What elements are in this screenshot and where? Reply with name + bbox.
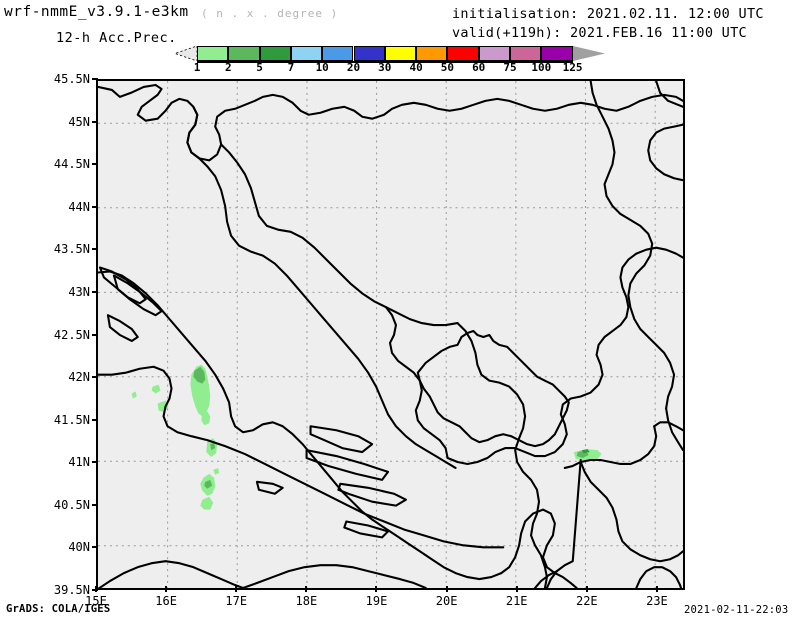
y-axis-label-41N: 41N: [68, 455, 90, 470]
y-axis-label-43.5N: 43.5N: [53, 242, 90, 257]
y-axis-label-45.5N: 45.5N: [53, 72, 90, 86]
y-axis-tick: [92, 546, 98, 549]
y-axis-tick: [92, 503, 98, 506]
colorbar-band-1: [197, 46, 229, 61]
y-axis-label-44N: 44N: [68, 199, 90, 214]
x-axis-label-22E: 22E: [575, 594, 598, 608]
y-axis-label-39.5N: 39.5N: [53, 583, 90, 597]
colorbar-tick-50: 50: [440, 61, 455, 74]
y-axis-tick: [92, 418, 98, 421]
y-axis-tick: [92, 163, 98, 166]
map-canvas: [98, 81, 683, 588]
x-axis-tick: [655, 586, 658, 592]
y-axis-label-42N: 42N: [68, 370, 90, 385]
y-axis-label-40.5N: 40.5N: [53, 497, 90, 512]
model-title: wrf-nmmE_v3.9.1-e3km: [4, 4, 189, 20]
grads-credit: GrADS: COLA/IGES: [6, 603, 111, 615]
x-axis-label-15E: 15E: [85, 594, 107, 608]
y-axis-tick: [92, 333, 98, 336]
colorbar-band-40: [416, 46, 448, 61]
colorbar-tick-100: 100: [531, 61, 552, 74]
y-axis-label-45N: 45N: [68, 114, 90, 129]
colorbar-tick-2: 2: [224, 61, 232, 74]
colorbar-tick-60: 60: [472, 61, 486, 74]
x-axis-tick: [305, 586, 308, 592]
x-axis-tick: [165, 586, 168, 592]
colorbar-band-10: [322, 46, 354, 61]
y-axis-label-40N: 40N: [68, 540, 90, 555]
y-axis-label-42.5N: 42.5N: [53, 327, 90, 342]
colorbar-tick-75: 75: [503, 61, 517, 74]
y-axis-tick: [92, 376, 98, 379]
colorbar-band-20: [353, 46, 385, 61]
x-axis-tick: [375, 586, 378, 592]
colorbar: 1 2 5 7 10 20 30 40 50 60 75 100 125: [175, 44, 607, 74]
precipitation-shading: [131, 364, 602, 510]
x-axis-label-16E: 16E: [155, 594, 177, 608]
colorbar-tick-30: 30: [378, 61, 392, 74]
colorbar-band-50: [447, 46, 479, 61]
x-axis-tick: [235, 586, 238, 592]
y-axis-tick: [92, 120, 98, 123]
x-axis-tick: [445, 586, 448, 592]
colorbar-tick-10: 10: [315, 61, 329, 74]
colorbar-band-7: [290, 46, 323, 61]
initialisation-time: initialisation: 2021.02.11. 12:00 UTC: [452, 6, 764, 22]
colorbar-over-arrow: [572, 46, 605, 61]
colorbar-tick-20: 20: [346, 61, 361, 74]
field-title: 12-h Acc.Prec.: [56, 30, 177, 46]
y-axis-tick: [92, 78, 98, 80]
grid-lines: [98, 81, 683, 588]
x-axis-tick: [515, 586, 518, 592]
y-axis-label-44.5N: 44.5N: [53, 157, 90, 172]
colorbar-band-60: [478, 46, 510, 61]
map-plot-area: [96, 79, 685, 590]
header-right-block: initialisation: 2021.02.11. 12:00 UTC va…: [452, 5, 764, 43]
x-axis-label-21E: 21E: [505, 594, 528, 608]
y-axis-label-41.5N: 41.5N: [53, 412, 90, 427]
colorbar-band-100: [541, 46, 573, 61]
colorbar-tick-125: 125: [562, 61, 583, 74]
colorbar-band-2: [228, 46, 260, 61]
x-axis-label-20E: 20E: [435, 594, 458, 608]
colorbar-band-75: [510, 46, 542, 61]
x-axis-tick: [95, 586, 97, 592]
x-axis-tick: [585, 586, 588, 592]
render-timestamp: 2021-02-11-22:03: [684, 604, 789, 616]
x-axis-label-23E: 23E: [646, 594, 668, 608]
x-axis-label-19E: 19E: [365, 594, 388, 608]
colorbar-tick-40: 40: [409, 61, 423, 74]
y-axis-tick: [92, 290, 98, 293]
units-note: ( n . x . degree ): [201, 7, 339, 20]
colorbar-band-30: [384, 46, 417, 61]
x-axis-label-17E: 17E: [225, 594, 248, 608]
y-axis-tick: [92, 205, 98, 208]
map-outlines: [98, 81, 683, 588]
x-axis-label-18E: 18E: [295, 594, 318, 608]
y-axis-tick: [92, 248, 98, 251]
colorbar-band-5: [259, 46, 291, 61]
colorbar-tick-1: 1: [193, 61, 201, 74]
colorbar-baseline: [197, 61, 573, 63]
y-axis-label-43N: 43N: [68, 284, 90, 299]
valid-time: valid(+119h): 2021.FEB.16 11:00 UTC: [452, 25, 747, 41]
colorbar-tick-7: 7: [287, 61, 295, 74]
colorbar-under-arrow: [175, 46, 197, 61]
y-axis-tick: [92, 461, 98, 464]
colorbar-tick-5: 5: [256, 61, 263, 74]
